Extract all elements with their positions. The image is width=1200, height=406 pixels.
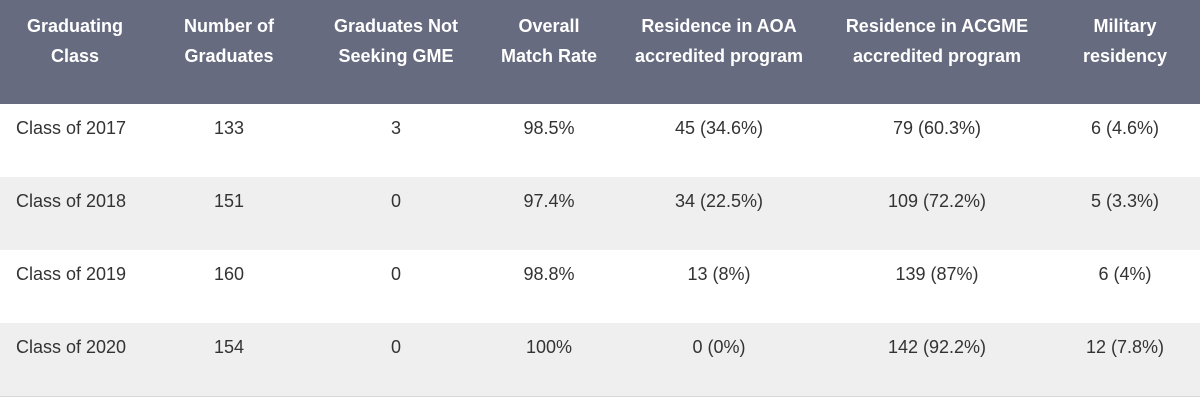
table-cell: Class of 2017	[16, 118, 127, 138]
table-cell: 142 (92.2%)	[824, 323, 1050, 396]
table-cell: 6 (4%)	[1098, 264, 1152, 284]
table-cell: 133	[213, 118, 245, 138]
header-row: Graduating Class Number of Graduates Gradu…	[0, 0, 1200, 104]
column-header: Residence in AOA accredited program	[614, 0, 824, 104]
table-cell: 154	[150, 323, 308, 396]
column-header: Overall Match Rate	[484, 0, 614, 104]
column-header: Military residency	[1050, 0, 1200, 104]
table-cell: 0 (0%)	[614, 323, 824, 396]
results-table: Graduating Class Number of Graduates Gradu…	[0, 0, 1200, 397]
table-row: Class of 2017 133 3 98.5% 45 (34.6%) 79 (60.3…	[0, 104, 1200, 177]
table-cell: 79 (60.3%)	[892, 118, 982, 138]
table-cell: 13 (8%)	[687, 264, 751, 284]
table-cell: 97.4%	[484, 177, 614, 250]
table-cell: 0	[308, 323, 484, 396]
table-body: Class of 2017 133 3 98.5% 45 (34.6%) 79 (60.3…	[0, 104, 1200, 396]
table-cell: 0	[390, 264, 401, 284]
table-cell: Class of 2019	[16, 264, 127, 284]
table-cell: 151	[150, 177, 308, 250]
table-cell: 109 (72.2%)	[824, 177, 1050, 250]
table-cell: 34 (22.5%)	[614, 177, 824, 250]
column-header: Residence in ACGME accredited program	[824, 0, 1050, 104]
table-cell: Class of 2018	[0, 177, 150, 250]
table-cell: 12 (7.8%)	[1050, 323, 1200, 396]
table-cell: 139 (87%)	[895, 264, 979, 284]
column-header: Graduating Class	[0, 0, 150, 104]
column-header: Graduates Not Seeking GME	[308, 0, 484, 104]
table-cell: 6 (4.6%)	[1090, 118, 1160, 138]
table-cell: 160	[213, 264, 245, 284]
table-cell: 3	[390, 118, 401, 138]
column-header: Number of Graduates	[150, 0, 308, 104]
table-cell: 0	[308, 177, 484, 250]
table-cell: 45 (34.6%)	[674, 118, 764, 138]
table-row: Class of 2018 151 0 97.4% 34 (22.5%) 109 (72.…	[0, 177, 1200, 250]
table-row: Class of 2020 154 0 100% 0 (0%) 142 (92.2%) 12…	[0, 323, 1200, 396]
table-cell: 100%	[484, 323, 614, 396]
table-cell: 98.8%	[523, 264, 575, 284]
table-cell: Class of 2020	[0, 323, 150, 396]
table-row: Class of 2019 160 0 98.8% 13 (8%) 139 (87%) 6 …	[0, 250, 1200, 323]
table-cell: 5 (3.3%)	[1050, 177, 1200, 250]
table-cell: 98.5%	[523, 118, 575, 138]
